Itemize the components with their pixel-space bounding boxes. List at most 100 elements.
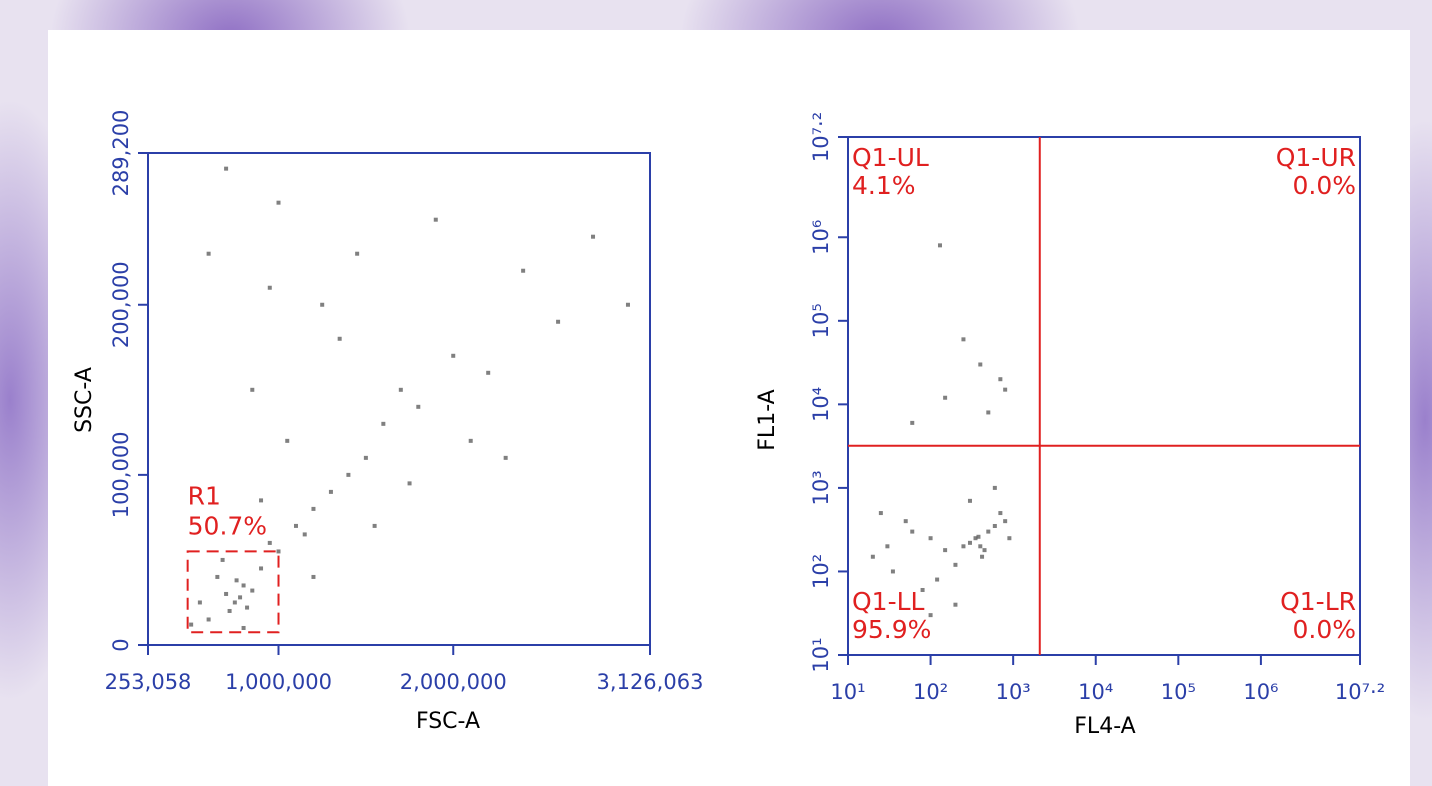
event-dot [250,588,255,593]
event-dot [976,534,981,539]
event-dot [980,554,985,559]
event-dot [241,625,246,630]
event-dot [986,529,991,534]
event-dot [1003,387,1008,392]
event-dot [992,523,997,528]
y-tick-label: 100,000 [109,431,133,518]
x-tick-label: 10¹ [830,680,865,704]
event-dot [224,591,229,596]
event-dot [293,523,298,528]
quadrant-percent: 95.9% [852,615,931,644]
event-dot [276,549,281,554]
event-dot [416,404,421,409]
event-dot [346,472,351,477]
quadrant-name: Q1-LR [1280,587,1356,616]
event-dot [998,377,1003,382]
y-tick-label: 289,200 [109,110,133,197]
y-tick-label: 10¹ [809,637,833,672]
event-dot [935,577,940,582]
event-dot [625,302,630,307]
event-dot [903,519,908,524]
event-dot [978,544,983,549]
quadrant-percent: 4.1% [852,171,916,200]
event-dot [267,540,272,545]
x-axis-title: FL4-A [1074,714,1135,739]
x-tick-label: 10³ [996,680,1031,704]
event-dot [372,523,377,528]
quadrant-percent: 0.0% [1292,615,1356,644]
gate-name: R1 [188,481,221,510]
x-tick-label: 10² [913,680,948,704]
event-dot [591,234,596,239]
event-dot [245,605,250,610]
event-dot [234,578,239,583]
event-dot [232,600,237,605]
y-tick-label: 10⁶ [809,220,833,255]
event-dot [215,574,220,579]
gate [186,550,280,634]
event-dot [521,268,526,273]
quadrant-name: Q1-LL [852,587,925,616]
x-tick-label: 3,126,063 [597,670,704,694]
y-tick-label: 10³ [809,470,833,505]
x-tick-label: 10⁴ [1078,680,1113,704]
event-dot [206,251,211,256]
event-dot [1003,519,1008,524]
event-dot [259,498,264,503]
event-dot [241,583,246,588]
x-tick-label: 10⁶ [1243,680,1278,704]
event-dot [982,548,987,553]
x-tick-label: 10⁷·² [1335,680,1385,704]
event-dot [407,481,412,486]
y-axis-title: SSC-A [72,367,97,433]
event-dot [398,387,403,392]
event-dot [220,557,225,562]
quadrant-percent: 0.0% [1292,171,1356,200]
event-dot [276,200,281,205]
event-dot [468,438,473,443]
event-dot [302,532,307,537]
y-tick-label: 200,000 [109,261,133,348]
event-dot [503,455,508,460]
event-dot [337,336,342,341]
event-dot [953,562,958,567]
y-tick-label: 10² [809,554,833,589]
y-tick-label: 10⁴ [809,387,833,422]
event-dot [250,387,255,392]
event-dot [885,544,890,549]
event-dot [227,608,232,613]
event-dot [433,217,438,222]
y-axis-title: FL1-A [755,389,780,450]
event-dot [967,540,972,545]
event-dot [224,166,229,171]
y-tick-label: 10⁵ [809,303,833,338]
event-dot [311,574,316,579]
x-tick-label: 2,000,000 [400,670,507,694]
event-dot [967,498,972,503]
event-dot [910,420,915,425]
event-dot [311,506,316,511]
event-dot [267,285,272,290]
x-tick-label: 253,058 [105,670,192,694]
event-dot [986,410,991,415]
event-dot [556,319,561,324]
event-dot [890,569,895,574]
event-dot [953,602,958,607]
y-tick-label: 10⁷·² [809,112,833,162]
plot-frame [147,152,651,646]
y-tick-label: 0 [109,638,133,651]
event-dot [961,337,966,342]
x-tick-label: 1,000,000 [225,670,332,694]
event-dot [486,370,491,375]
event-dot [189,622,194,627]
event-dot [978,362,983,367]
event-dot [355,251,360,256]
event-dot [961,544,966,549]
event-dot [363,455,368,460]
event-dot [259,566,264,571]
event-dot [870,554,875,559]
event-dot [328,489,333,494]
panel [48,30,1410,786]
